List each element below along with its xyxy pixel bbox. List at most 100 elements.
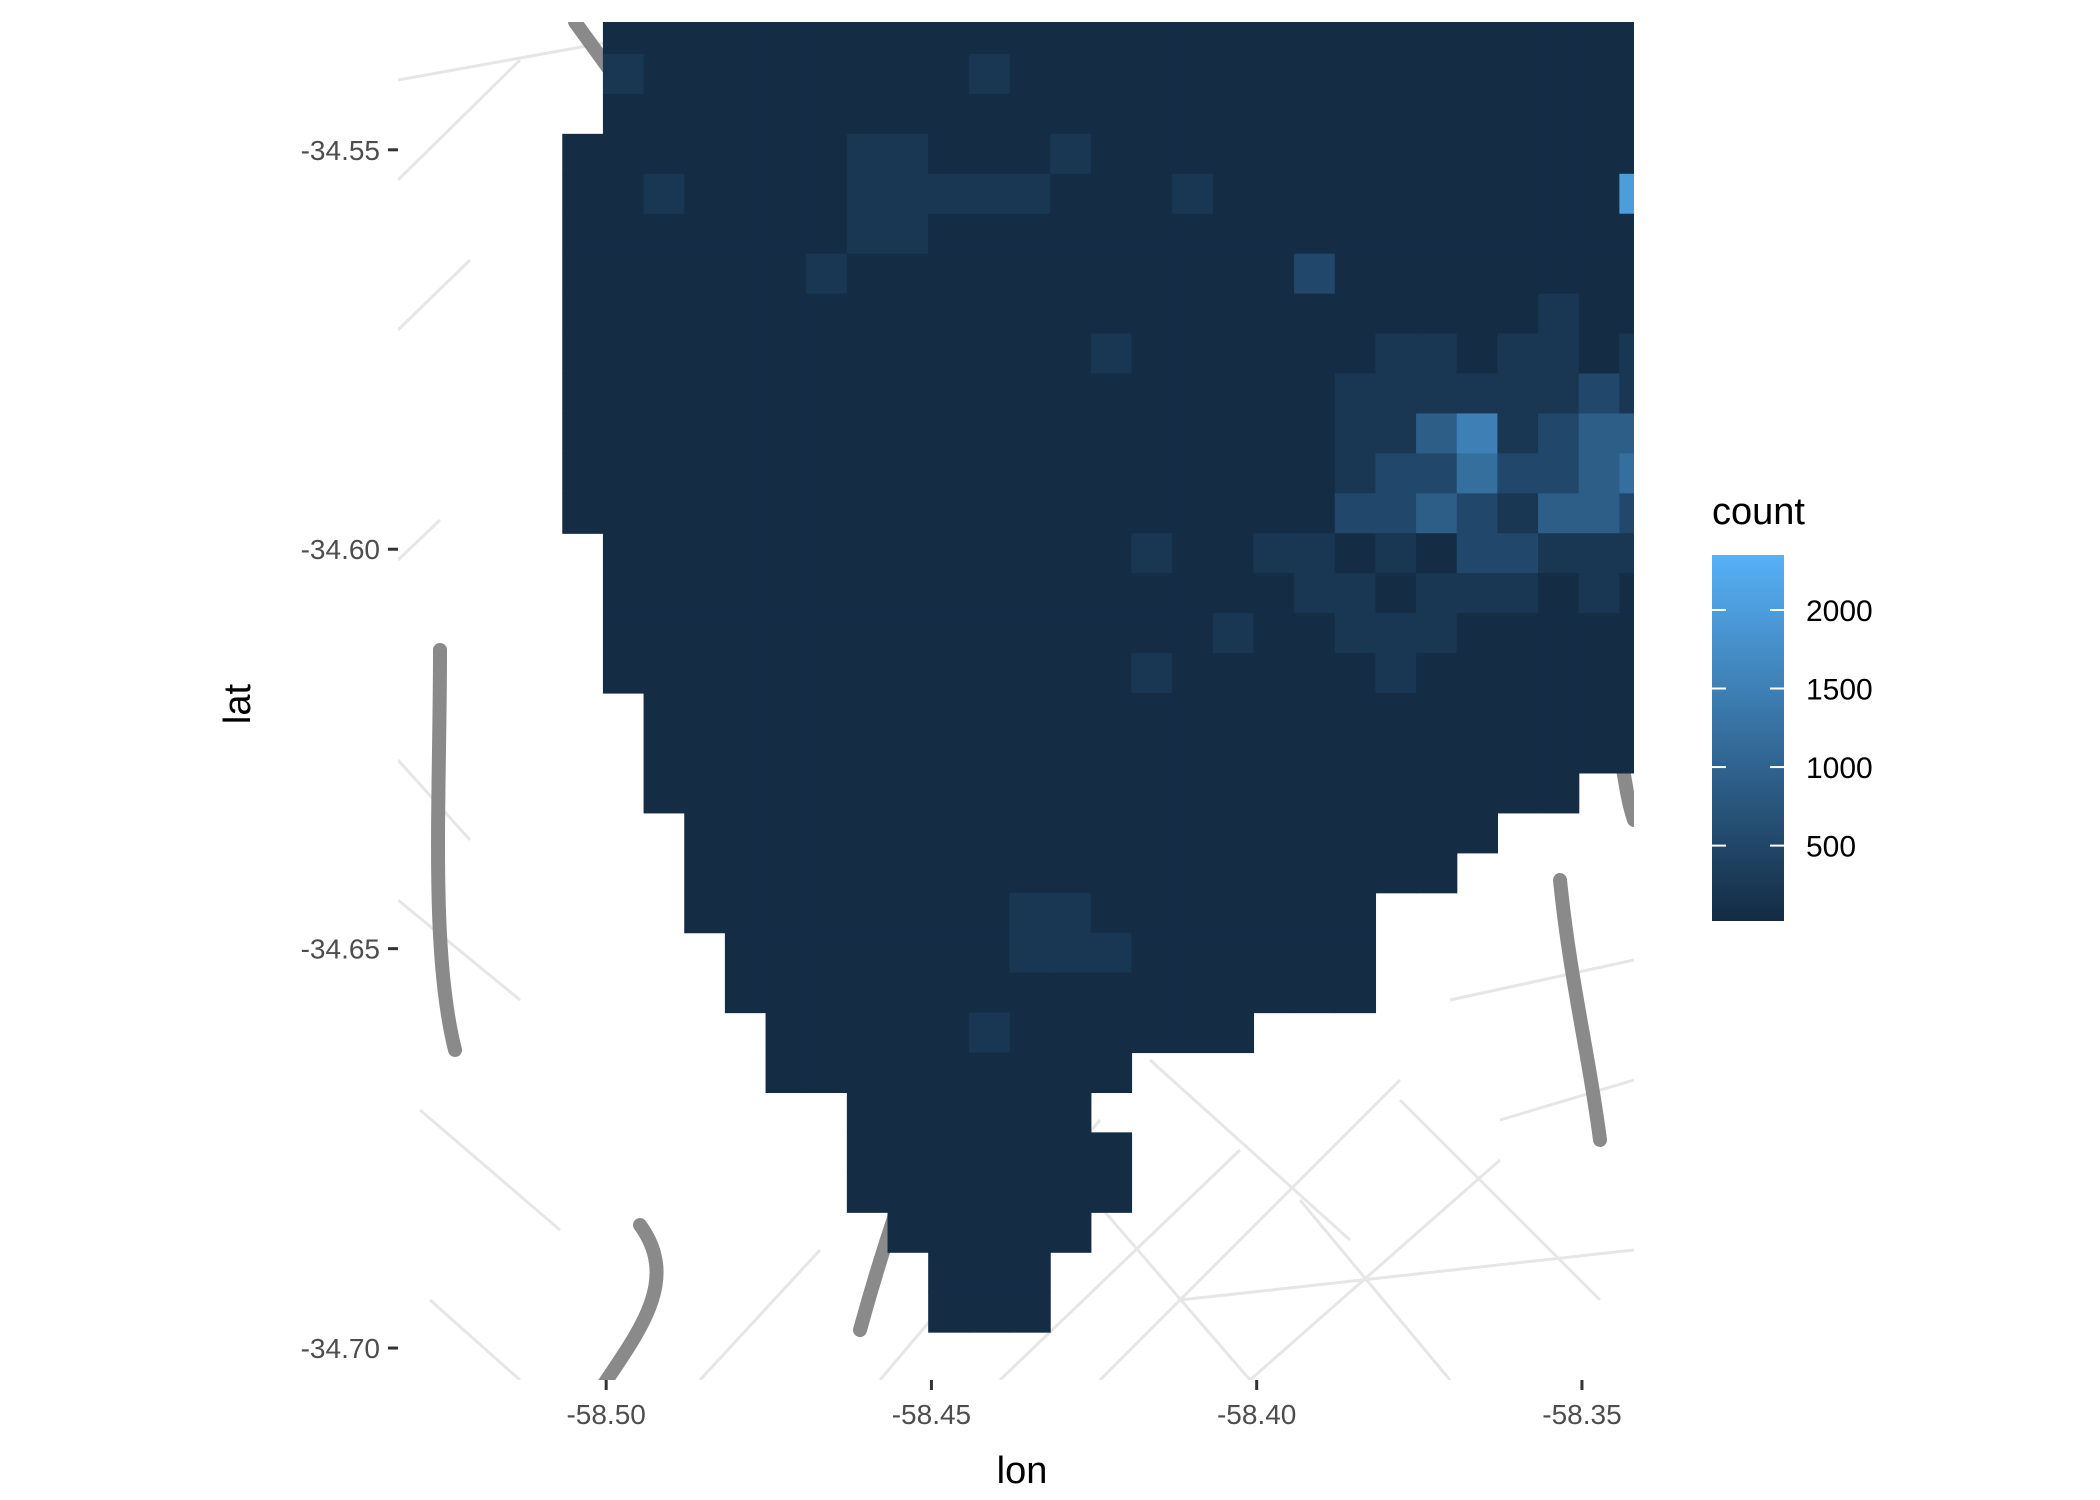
heatmap-tile — [1172, 772, 1214, 814]
heatmap-tile — [1090, 972, 1133, 1014]
heatmap-tile — [602, 93, 645, 135]
heatmap-tile — [1416, 213, 1458, 255]
heatmap-tile — [1619, 0, 1660, 15]
heatmap-tile — [887, 373, 929, 415]
heatmap-tile — [602, 22, 645, 55]
heatmap-tile — [765, 22, 807, 55]
heatmap-tile — [846, 333, 889, 375]
heatmap-tile — [643, 413, 685, 454]
heatmap-tile — [1416, 53, 1458, 95]
heatmap-tile — [1294, 852, 1336, 894]
heatmap-tile — [887, 613, 929, 654]
heatmap-tile — [1050, 852, 1092, 894]
heatmap-tile — [765, 693, 807, 734]
heatmap-tile — [968, 1252, 1011, 1293]
heatmap-tile — [1253, 93, 1295, 135]
heatmap-tile — [562, 373, 604, 415]
heatmap-tile — [1294, 732, 1336, 774]
heatmap-tile — [1945, 373, 1986, 414]
heatmap-tile — [643, 213, 685, 255]
heatmap-tile — [1701, 134, 1742, 175]
heatmap-tile — [1660, 334, 1701, 375]
heatmap-tile — [806, 22, 848, 55]
heatmap-tile — [1253, 0, 1294, 15]
heatmap-tile — [1009, 53, 1051, 95]
x-tick-label: -58.40 — [1217, 1399, 1296, 1430]
heatmap-tile — [1009, 173, 1051, 215]
heatmap-tile — [1131, 93, 1173, 135]
heatmap-tile — [1131, 533, 1173, 574]
heatmap-tile — [765, 972, 807, 1014]
heatmap-tile — [928, 22, 970, 55]
y-axis: -34.55 -34.60 -34.65 -34.70 — [301, 135, 398, 1364]
heatmap-tile — [1294, 413, 1336, 454]
heatmap-tile — [724, 613, 767, 654]
heatmap-tile — [1212, 413, 1255, 454]
heatmap-tile — [1416, 333, 1458, 375]
heatmap-tile — [724, 333, 767, 375]
heatmap-tile — [806, 173, 848, 215]
heatmap-tile — [1334, 173, 1377, 215]
heatmap-tile — [1212, 453, 1255, 494]
heatmap-tile — [1253, 413, 1295, 454]
heatmap-tile — [846, 173, 889, 215]
x-tick-label: -58.45 — [892, 1399, 971, 1430]
heatmap-tile — [1050, 533, 1092, 574]
heatmap-tile — [1253, 573, 1295, 614]
heatmap-tile — [562, 133, 604, 175]
heatmap-tile — [1090, 493, 1133, 534]
heatmap-tile — [1701, 294, 1742, 335]
heatmap-tile — [1050, 573, 1092, 614]
heatmap-tile — [765, 812, 807, 854]
heatmap-tile — [1253, 133, 1295, 175]
heatmap-tile — [1578, 213, 1620, 255]
heatmap-tile — [1334, 772, 1377, 814]
heatmap-tile — [1294, 613, 1336, 654]
heatmap-tile — [1538, 93, 1580, 135]
heatmap-tile — [1782, 453, 1823, 494]
heatmap-tile — [1904, 334, 1945, 375]
heatmap-tile — [968, 293, 1011, 335]
heatmap-tile — [1172, 133, 1214, 175]
heatmap-tile — [1660, 693, 1701, 734]
heatmap-tile — [1009, 1212, 1051, 1253]
heatmap-tile — [1131, 453, 1173, 494]
heatmap-tile — [928, 133, 970, 175]
heatmap-tile — [1375, 453, 1417, 494]
heatmap-tile — [1823, 94, 1864, 135]
heatmap-tile — [1578, 333, 1620, 375]
heatmap-tile — [806, 453, 848, 494]
heatmap-tile — [1660, 653, 1701, 694]
heatmap-tile — [806, 732, 848, 774]
heatmap-tile — [928, 1012, 970, 1054]
heatmap-tile — [643, 493, 685, 534]
heatmap-tile — [968, 453, 1011, 494]
heatmap-tile — [1375, 812, 1417, 854]
heatmap-tile — [1578, 293, 1620, 335]
heatmap-tile — [1009, 1292, 1051, 1333]
heatmap-tile — [1497, 613, 1539, 654]
heatmap-tile — [1050, 1012, 1092, 1054]
heatmap-tile — [846, 133, 889, 175]
heatmap-tile — [1863, 294, 1904, 335]
heatmap-tile — [968, 932, 1011, 974]
heatmap-tile — [1619, 573, 1634, 614]
heatmap-tile — [1416, 653, 1458, 694]
heatmap-tile — [1578, 173, 1620, 215]
heatmap-tile — [602, 413, 645, 454]
heatmap-tile — [806, 812, 848, 854]
heatmap-tile — [1131, 972, 1173, 1014]
heatmap-tile — [1009, 253, 1051, 295]
heatmap-tile — [1660, 0, 1701, 15]
heatmap-tile — [1090, 1012, 1133, 1054]
legend-colorbar — [1712, 555, 1784, 921]
heatmap-tile — [1619, 333, 1634, 375]
heatmap-tile — [1538, 653, 1580, 694]
heatmap-tile — [1212, 373, 1255, 415]
heatmap-tile — [1212, 732, 1255, 774]
heatmap-tile — [1497, 732, 1539, 774]
heatmap-tile — [887, 453, 929, 494]
heatmap-tile — [1741, 214, 1782, 255]
heatmap-tile — [1416, 413, 1458, 454]
